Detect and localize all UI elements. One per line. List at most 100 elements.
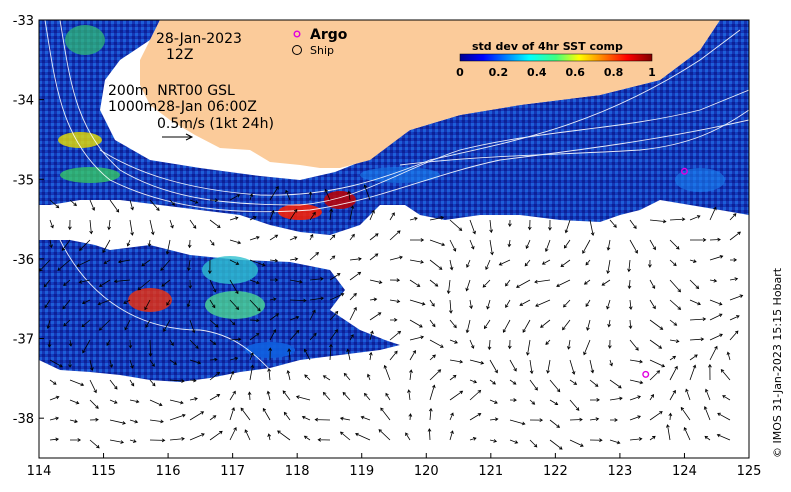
- x-tick-label: 123: [607, 464, 632, 479]
- velocity-arrow: [726, 351, 731, 361]
- velocity-arrow: [149, 419, 164, 424]
- velocity-arrow: [309, 332, 317, 341]
- velocity-arrow: [509, 379, 517, 385]
- velocity-arrow: [289, 315, 300, 321]
- velocity-arrow: [124, 319, 131, 331]
- velocity-arrow: [166, 299, 171, 306]
- velocity-arrow: [469, 389, 482, 401]
- y-tick-label: -35: [13, 173, 34, 188]
- velocity-arrow: [209, 239, 215, 246]
- velocity-arrow: [369, 279, 383, 284]
- x-tick-label: 122: [543, 464, 568, 479]
- velocity-arrow: [649, 279, 656, 289]
- velocity-arrow: [169, 436, 185, 441]
- argo-markers: [642, 167, 688, 378]
- velocity-arrow: [669, 259, 677, 267]
- velocity-arrow: [545, 339, 551, 346]
- velocity-arrow: [589, 219, 595, 237]
- velocity-arrow: [189, 339, 199, 349]
- velocity-arrow: [189, 359, 202, 365]
- velocity-arrow: [189, 411, 205, 421]
- velocity-arrow: [524, 259, 531, 267]
- argo-legend-label: Argo: [310, 27, 348, 43]
- velocity-arrow: [729, 330, 739, 341]
- velocity-arrow: [109, 199, 120, 213]
- velocity-arrow: [89, 439, 100, 449]
- velocity-arrow: [269, 234, 279, 241]
- velocity-arrow: [186, 259, 191, 272]
- velocity-arrow: [469, 299, 473, 310]
- velocity-arrow: [363, 184, 371, 201]
- velocity-arrow: [502, 319, 511, 333]
- velocity-arrow: [449, 359, 464, 364]
- velocity-arrow: [339, 431, 351, 441]
- velocity-arrow: [63, 319, 71, 327]
- velocity-arrow: [269, 329, 277, 341]
- velocity-arrow: [669, 279, 682, 293]
- velocity-arrow: [207, 259, 212, 274]
- velocity-arrow: [229, 337, 242, 342]
- velocity-arrow: [649, 411, 663, 421]
- velocity-arrow: [649, 299, 656, 310]
- velocity-arrow: [449, 430, 454, 441]
- velocity-arrow: [289, 298, 307, 303]
- velocity-arrow: [529, 439, 538, 448]
- velocity-arrow: [609, 379, 622, 389]
- velocity-arrow: [145, 319, 151, 328]
- velocity-arrow: [229, 299, 240, 310]
- velocity-arrow: [249, 235, 260, 241]
- velocity-arrow: [189, 219, 197, 229]
- velocity-arrow: [569, 439, 584, 447]
- y-tick-label: -36: [13, 253, 34, 268]
- velocity-arrow: [69, 419, 78, 424]
- velocity-arrow: [329, 255, 336, 261]
- velocity-arrow: [169, 359, 178, 365]
- velocity-arrow: [509, 419, 526, 426]
- velocity-arrow: [360, 415, 371, 421]
- velocity-arrow: [689, 215, 701, 221]
- velocity-arrow: [649, 239, 656, 251]
- velocity-arrow: [89, 379, 97, 394]
- velocity-arrow: [649, 393, 654, 401]
- velocity-arrow: [144, 299, 151, 311]
- velocity-arrow: [369, 253, 379, 261]
- velocity-arrow: [389, 278, 401, 283]
- x-tick-label: 118: [285, 464, 310, 479]
- velocity-arrow: [529, 379, 538, 391]
- velocity-arrow: [562, 299, 571, 308]
- velocity-arrow: [649, 219, 667, 224]
- velocity-arrow: [469, 239, 475, 250]
- velocity-arrow: [729, 294, 744, 301]
- scale-label: 0.5m/s (1kt 24h): [157, 116, 274, 132]
- velocity-arrow: [287, 348, 292, 361]
- velocity-arrow: [534, 279, 551, 284]
- velocity-arrow: [68, 339, 73, 347]
- velocity-arrow: [49, 239, 53, 249]
- velocity-arrow: [149, 219, 155, 236]
- velocity-arrow: [267, 433, 272, 441]
- velocity-arrow: [585, 259, 591, 266]
- velocity-arrow: [722, 395, 731, 401]
- velocity-arrow: [49, 437, 60, 442]
- velocity-arrow: [89, 399, 99, 409]
- velocity-arrow: [720, 369, 731, 381]
- y-tick-label: -34: [13, 94, 34, 109]
- velocity-arrow: [229, 356, 239, 361]
- velocity-arrow: [469, 219, 476, 235]
- velocity-arrow: [169, 219, 174, 229]
- velocity-arrow: [46, 319, 51, 329]
- velocity-arrow: [98, 319, 111, 331]
- velocity-arrow: [629, 395, 641, 401]
- velocity-arrow: [560, 259, 571, 268]
- velocity-arrow: [627, 279, 632, 290]
- velocity-arrow: [303, 435, 311, 441]
- colorbar-tick-label: 0.2: [489, 66, 509, 79]
- velocity-arrow: [483, 319, 491, 330]
- velocity-arrow: [301, 415, 311, 421]
- velocity-arrow: [69, 399, 80, 405]
- velocity-arrow: [586, 319, 591, 331]
- velocity-arrow: [57, 259, 71, 271]
- velocity-arrow: [589, 438, 603, 443]
- velocity-arrow: [369, 312, 382, 321]
- scale-arrow-icon: [162, 133, 194, 141]
